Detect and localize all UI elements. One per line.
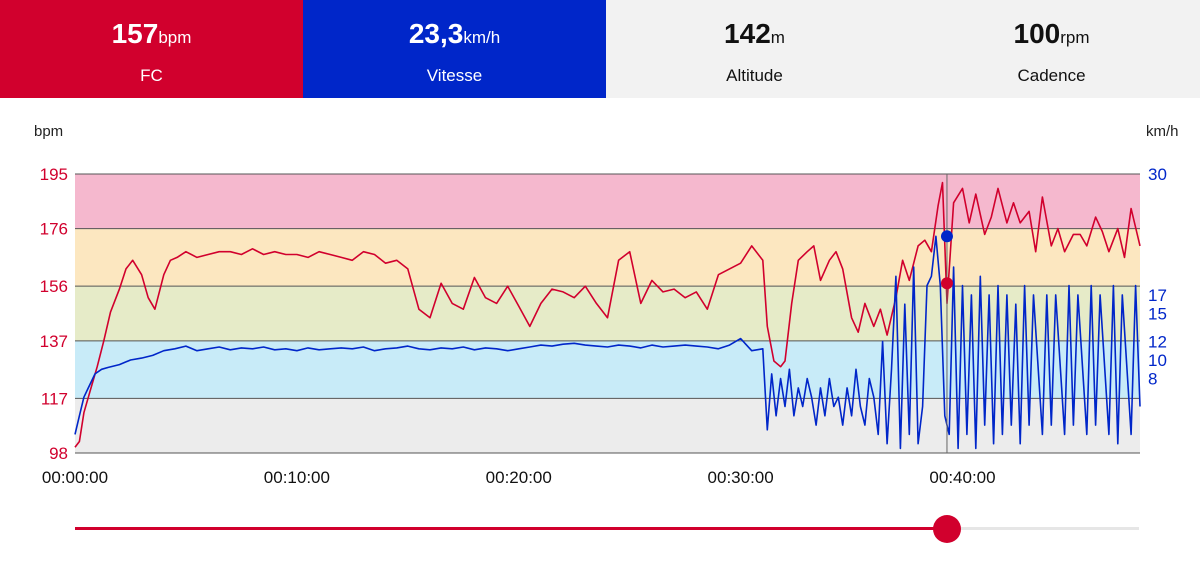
right-tick-label: 30 [1148,165,1167,184]
left-axis-unit: bpm [34,123,63,140]
x-tick-label: 00:00:00 [42,468,108,487]
speed-line [74,235,1141,450]
right-tick-label: 17 [1148,286,1167,305]
right-axis-unit: km/h [1146,123,1179,140]
cadence-label: Cadence [1017,66,1086,85]
x-tick-label: 00:30:00 [708,468,774,487]
left-tick-label: 117 [41,389,68,408]
heart-rate-unit: bpm [158,28,192,47]
right-tick-label: 8 [1148,370,1157,389]
x-tick-label: 00:10:00 [264,468,330,487]
right-tick-label: 10 [1148,351,1167,370]
x-tick-label: 00:40:00 [929,468,995,487]
altitude-label: Altitude [726,66,783,85]
left-tick-label: 176 [40,220,68,239]
right-tick-label: 12 [1148,332,1167,351]
x-tick-label: 00:20:00 [486,468,552,487]
right-tick-label: 15 [1148,305,1167,324]
speed-value: 23,3km/h [408,18,501,49]
time-slider[interactable] [75,512,1139,546]
altitude-unit: m [770,28,785,47]
hr-zone-4 [75,340,1140,399]
heart-rate-line [74,181,1141,448]
time-cursor[interactable] [940,174,953,453]
speed-tile[interactable]: 23,3km/h Vitesse [303,0,606,98]
heart-rate-marker [940,277,953,290]
altitude-tile[interactable]: 142m Altitude [606,0,903,98]
cadence-unit: rpm [1060,28,1090,47]
left-tick-label: 195 [40,165,68,184]
heart-rate-value: 157bpm [111,18,192,49]
series-lines [74,181,1141,450]
left-tick-label: 137 [40,332,68,351]
slider-knob[interactable] [933,515,962,543]
speed-marker [940,230,953,243]
speed-unit: km/h [463,28,501,47]
heart-rate-tile[interactable]: 157bpm FC [0,0,303,98]
altitude-value: 142m [724,18,785,49]
slider-fill [75,527,948,530]
left-tick-label: 156 [40,277,68,296]
heart-rate-label: FC [140,66,163,85]
hr-zone-5 [75,398,1140,453]
cadence-value: 100rpm [1013,18,1090,49]
cadence-tile[interactable]: 100rpm Cadence [903,0,1200,98]
metrics-bar: 157bpm FC 23,3km/h Vitesse 142m Altitude… [0,0,1200,98]
speed-label: Vitesse [426,66,483,85]
hr-zone-1 [75,174,1140,229]
grid-lines [75,173,1140,454]
hr-zones [75,174,1140,453]
left-tick-label: 98 [49,444,68,463]
hr-zone-2 [75,228,1140,287]
